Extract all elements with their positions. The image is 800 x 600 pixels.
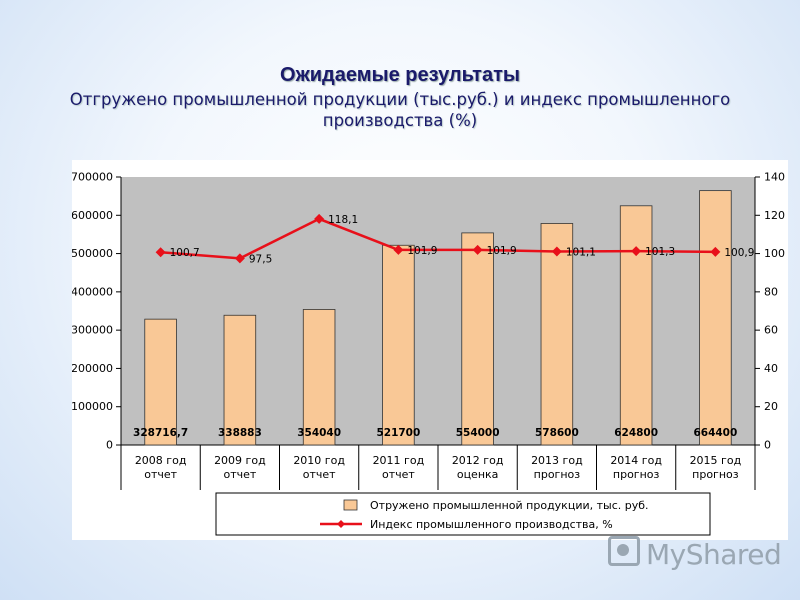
bar-data-label: 624800 [614, 427, 658, 439]
legend-label-bar: Отружено промышленной продукции, тыс. ру… [370, 499, 649, 512]
x-tick-label: 2009 год [214, 454, 266, 467]
watermark: MyShared [608, 536, 782, 571]
bar-data-label: 328716,7 [133, 427, 188, 439]
index-marker [155, 247, 166, 258]
index-line [160, 217, 716, 260]
bar-data-label: 554000 [456, 427, 500, 439]
y-right-tick-label: 60 [764, 324, 778, 337]
bar-data-label: 338883 [218, 427, 262, 439]
legend-swatch-bar [343, 499, 358, 511]
bar-data-label: 521700 [376, 427, 420, 439]
index-data-label: 118,1 [328, 214, 358, 226]
x-tick-label: отчет [144, 468, 177, 481]
index-marker [472, 244, 483, 255]
index-data-label: 101,9 [407, 245, 437, 257]
y-right-tick-label: 120 [764, 209, 785, 222]
y-left-tick-label: 0 [106, 439, 113, 452]
x-tick-label: прогноз [534, 468, 581, 481]
index-marker [551, 246, 562, 257]
x-tick-label: 2010 год [293, 454, 345, 467]
legend-box [215, 492, 711, 536]
index-data-label: 100,7 [170, 247, 200, 259]
bar-data-label: 578600 [535, 427, 579, 439]
x-tick-label: оценка [457, 468, 499, 481]
x-tick-label: отчет [382, 468, 415, 481]
chart-frame: 0 100000 200000 300000 400000 500000 600000 700… [72, 160, 788, 540]
index-marker [234, 253, 245, 264]
page-title: Ожидаемые результаты [280, 64, 520, 86]
x-tick-label: 2015 год [690, 454, 742, 467]
y-right-tick-label: 40 [764, 362, 778, 375]
index-marker [710, 246, 721, 257]
presentation-icon [608, 536, 640, 566]
bar [302, 309, 336, 446]
x-tick-label: 2012 год [452, 454, 504, 467]
title-block: Ожидаемые результаты Отгружено промышлен… [0, 64, 800, 131]
bar [461, 232, 494, 446]
y-right-tick-label: 140 [764, 171, 785, 184]
x-tick-label: 2013 год [531, 454, 583, 467]
index-data-label: 100,9 [724, 247, 754, 259]
bar [223, 314, 257, 446]
y-right-tick-label: 20 [764, 400, 778, 413]
y-right-tick-label: 0 [764, 439, 771, 452]
page-subtitle: Отгружено промышленной продукции (тыс.ру… [69, 90, 731, 130]
bar [699, 190, 732, 446]
y-left-tick-label: 400000 [72, 285, 113, 298]
legend-label-line: Индекс промышленного производства, % [370, 518, 613, 531]
x-tick-label: прогноз [613, 468, 660, 481]
y-left-tick-label: 500000 [72, 247, 113, 260]
combo-chart: 0 100000 200000 300000 400000 500000 600000 700… [72, 171, 785, 536]
x-tick-label: прогноз [692, 468, 739, 481]
y-right-tick-label: 100 [764, 247, 785, 260]
legend-swatch-marker [337, 520, 345, 528]
y-left-tick-label: 100000 [72, 400, 113, 413]
plot-area [121, 177, 755, 445]
watermark-text: MyShared [646, 538, 782, 571]
x-tick-label: отчет [223, 468, 256, 481]
bar [382, 244, 415, 446]
y-left-tick-label: 600000 [72, 209, 113, 222]
y-left-tick-label: 700000 [72, 171, 113, 184]
index-marker [314, 213, 325, 224]
x-tick-label: 2011 год [373, 454, 425, 467]
index-data-label: 101,9 [487, 245, 517, 257]
x-tick-label: 2014 год [610, 454, 662, 467]
x-tick-label: отчет [303, 468, 336, 481]
x-tick-label: 2008 год [135, 454, 187, 467]
index-data-label: 101,1 [566, 246, 596, 258]
bar-data-label: 664400 [693, 427, 737, 439]
index-data-label: 97,5 [249, 253, 272, 265]
bar [540, 223, 574, 446]
index-marker [393, 244, 404, 255]
index-data-label: 101,3 [645, 246, 675, 258]
bar-data-label: 354040 [297, 427, 341, 439]
bar [619, 205, 653, 446]
y-left-tick-label: 200000 [72, 362, 113, 375]
y-right-tick-label: 80 [764, 285, 778, 298]
index-marker [631, 246, 642, 257]
y-left-tick-label: 300000 [72, 324, 113, 337]
bar [144, 318, 177, 446]
